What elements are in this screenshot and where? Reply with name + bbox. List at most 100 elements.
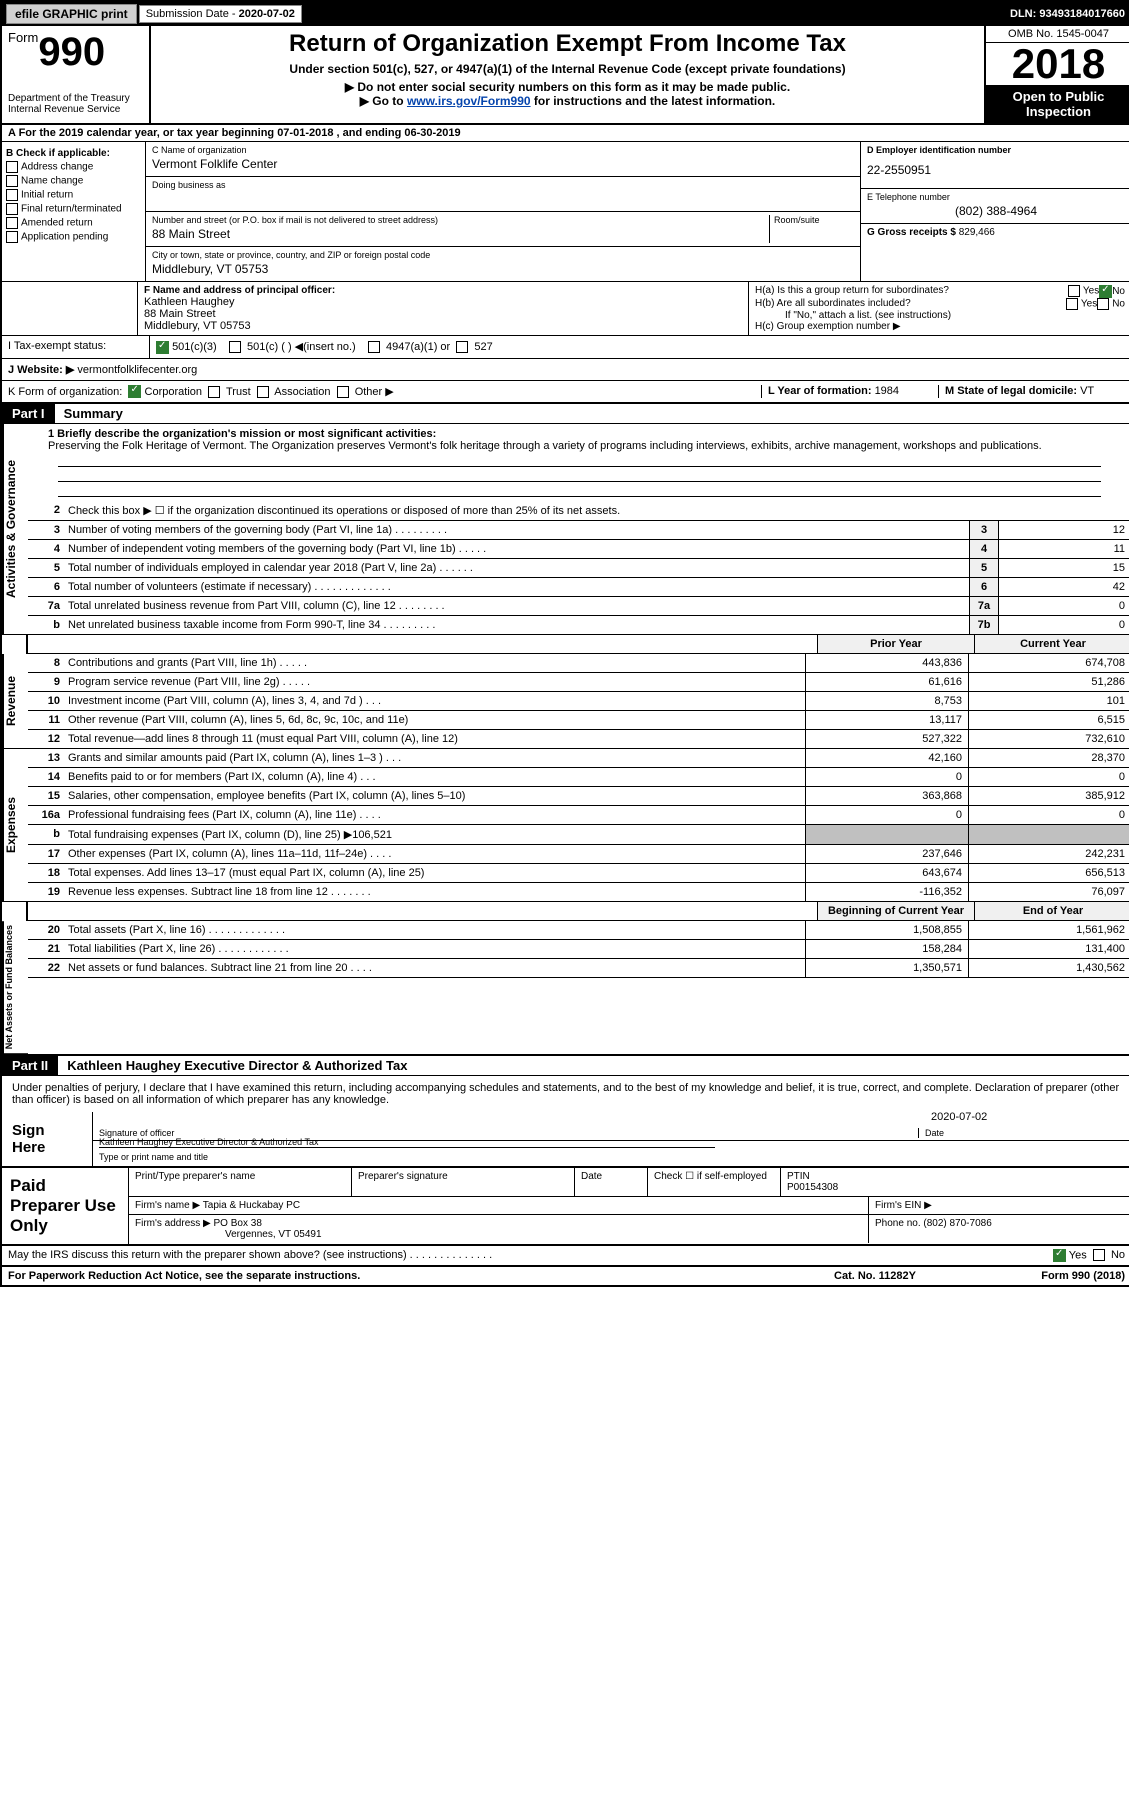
city-label: City or town, state or province, country… (152, 250, 854, 260)
form-subtitle-1: Under section 501(c), 527, or 4947(a)(1)… (155, 62, 980, 76)
h-a-no[interactable]: No (1099, 285, 1125, 298)
efile-print-button[interactable]: efile GRAPHIC print (6, 4, 137, 24)
addr-label: Number and street (or P.O. box if mail i… (152, 215, 769, 225)
form-org-label: K Form of organization: (8, 386, 122, 398)
top-bar: efile GRAPHIC print Submission Date - 20… (2, 2, 1129, 26)
line-17: 17Other expenses (Part IX, column (A), l… (28, 845, 1129, 864)
chk-4947[interactable]: 4947(a)(1) or (368, 341, 450, 353)
row-a-tax-year: A For the 2019 calendar year, or tax yea… (2, 125, 1129, 142)
line-6: 6Total number of volunteers (estimate if… (28, 578, 1129, 597)
col-prior-year: Prior Year (817, 635, 974, 653)
line-13: 13Grants and similar amounts paid (Part … (28, 749, 1129, 768)
line-b: bNet unrelated business taxable income f… (28, 616, 1129, 635)
chk-527[interactable]: 527 (456, 341, 492, 353)
domicile-label: M State of legal domicile: (945, 385, 1080, 397)
paid-preparer-block: Paid Preparer Use Only Print/Type prepar… (2, 1168, 1129, 1246)
line-14: 14Benefits paid to or for members (Part … (28, 768, 1129, 787)
line-2: Check this box ▶ ☐ if the organization d… (64, 501, 1129, 520)
line-1: 1 Briefly describe the organization's mi… (28, 424, 1129, 501)
firm-ein-label: Firm's EIN ▶ (869, 1197, 1129, 1214)
sign-here-label: Sign Here (2, 1112, 93, 1166)
domicile: VT (1080, 385, 1094, 397)
dba-label: Doing business as (152, 180, 854, 190)
row-k: K Form of organization: Corporation Trus… (2, 381, 1129, 405)
firm-phone: Phone no. (802) 870-7086 (869, 1215, 1129, 1243)
ein-label: D Employer identification number (867, 145, 1125, 155)
line-19: 19Revenue less expenses. Subtract line 1… (28, 883, 1129, 902)
tab-expenses: Expenses (2, 749, 28, 902)
row-i: I Tax-exempt status: 501(c)(3) 501(c) ( … (2, 336, 1129, 359)
sig-date-value: 2020-07-02 (925, 1111, 1129, 1123)
line-5: 5Total number of individuals employed in… (28, 559, 1129, 578)
year-formation: 1984 (875, 385, 899, 397)
tax-status-label: I Tax-exempt status: (2, 336, 150, 358)
page-footer: For Paperwork Reduction Act Notice, see … (2, 1267, 1129, 1285)
firm-addr: PO Box 38 (214, 1218, 262, 1229)
officer-sig-name: Kathleen Haughey Executive Director & Au… (99, 1137, 715, 1148)
line-8: 8Contributions and grants (Part VIII, li… (28, 654, 1129, 673)
form-990-page: efile GRAPHIC print Submission Date - 20… (0, 0, 1129, 1287)
chk-corp[interactable]: Corporation (128, 386, 202, 398)
h-b-no[interactable]: No (1097, 298, 1125, 310)
chk-assoc[interactable]: Association (257, 386, 331, 398)
col-current-year: Current Year (974, 635, 1129, 653)
discuss-yes[interactable]: Yes (1053, 1249, 1087, 1262)
chk-other[interactable]: Other ▶ (337, 386, 394, 398)
line-12: 12Total revenue—add lines 8 through 11 (… (28, 730, 1129, 749)
prep-name-label: Print/Type preparer's name (129, 1168, 352, 1196)
line-9: 9Program service revenue (Part VIII, lin… (28, 673, 1129, 692)
ein-value: 22-2550951 (867, 155, 1125, 185)
sign-here-block: Sign Here Signature of officerDate 2020-… (2, 1112, 1129, 1168)
prep-self-emp[interactable]: Check ☐ if self-employed (648, 1168, 781, 1196)
gross-receipts-label: G Gross receipts $ (867, 227, 959, 238)
ptin-label: PTIN (787, 1171, 810, 1182)
h-a-yes[interactable]: Yes (1068, 285, 1099, 298)
mission-text: Preserving the Folk Heritage of Vermont.… (48, 440, 1042, 452)
officer-name: Kathleen Haughey (144, 296, 742, 308)
year-formation-label: L Year of formation: (768, 385, 875, 397)
org-city: Middlebury, VT 05753 (152, 260, 854, 278)
discuss-label: May the IRS discuss this return with the… (8, 1249, 1053, 1262)
chk-initial-return[interactable]: Initial return (6, 189, 141, 201)
box-b-title: B Check if applicable: (6, 148, 141, 159)
row-f-h: F Name and address of principal officer:… (2, 282, 1129, 336)
perjury-declaration: Under penalties of perjury, I declare th… (2, 1076, 1129, 1112)
chk-app-pending[interactable]: Application pending (6, 231, 141, 243)
line-22: 22Net assets or fund balances. Subtract … (28, 959, 1129, 978)
part-1-header: Part I Summary (2, 404, 1129, 424)
firm-name-label: Firm's name ▶ (135, 1200, 200, 1211)
line-21: 21Total liabilities (Part X, line 26) . … (28, 940, 1129, 959)
form-subtitle-3: ▶ Go to www.irs.gov/Form990 for instruct… (155, 94, 980, 108)
form-number: Form990 (8, 30, 143, 75)
box-f: F Name and address of principal officer:… (138, 282, 749, 335)
chk-final-return[interactable]: Final return/terminated (6, 203, 141, 215)
col-boy: Beginning of Current Year (817, 902, 974, 920)
h-b-label: H(b) Are all subordinates included? (755, 298, 1066, 310)
firm-addr2: Vergennes, VT 05491 (135, 1229, 322, 1240)
line-20: 20Total assets (Part X, line 16) . . . .… (28, 921, 1129, 940)
part-1-body: Activities & Governance 1 Briefly descri… (2, 424, 1129, 635)
h-b-yes[interactable]: Yes (1066, 298, 1097, 310)
line-15: 15Salaries, other compensation, employee… (28, 787, 1129, 806)
type-name-label: Type or print name and title (93, 1150, 1129, 1164)
box-d-e-g: D Employer identification number22-25509… (860, 142, 1129, 281)
paid-preparer-label: Paid Preparer Use Only (2, 1168, 129, 1244)
box-c: C Name of organizationVermont Folklife C… (146, 142, 860, 281)
h-a-label: H(a) Is this a group return for subordin… (755, 285, 1068, 298)
footer-right: Form 990 (2018) (975, 1270, 1125, 1282)
chk-501c3[interactable]: 501(c)(3) (156, 341, 217, 353)
officer-label: F Name and address of principal officer: (144, 285, 742, 296)
phone-value: (802) 388-4964 (867, 202, 1125, 220)
irs-link[interactable]: www.irs.gov/Form990 (407, 94, 531, 108)
officer-addr1: 88 Main Street (144, 308, 742, 320)
chk-amended[interactable]: Amended return (6, 217, 141, 229)
dept-treasury: Department of the Treasury Internal Reve… (8, 93, 143, 115)
chk-trust[interactable]: Trust (208, 386, 251, 398)
identity-grid: B Check if applicable: Address change Na… (2, 142, 1129, 282)
phone-label: E Telephone number (867, 192, 1125, 202)
discuss-no[interactable]: No (1093, 1249, 1125, 1262)
chk-501c[interactable]: 501(c) ( ) ◀(insert no.) (229, 341, 356, 353)
chk-name-change[interactable]: Name change (6, 175, 141, 187)
chk-address-change[interactable]: Address change (6, 161, 141, 173)
line-b: bTotal fundraising expenses (Part IX, co… (28, 825, 1129, 845)
